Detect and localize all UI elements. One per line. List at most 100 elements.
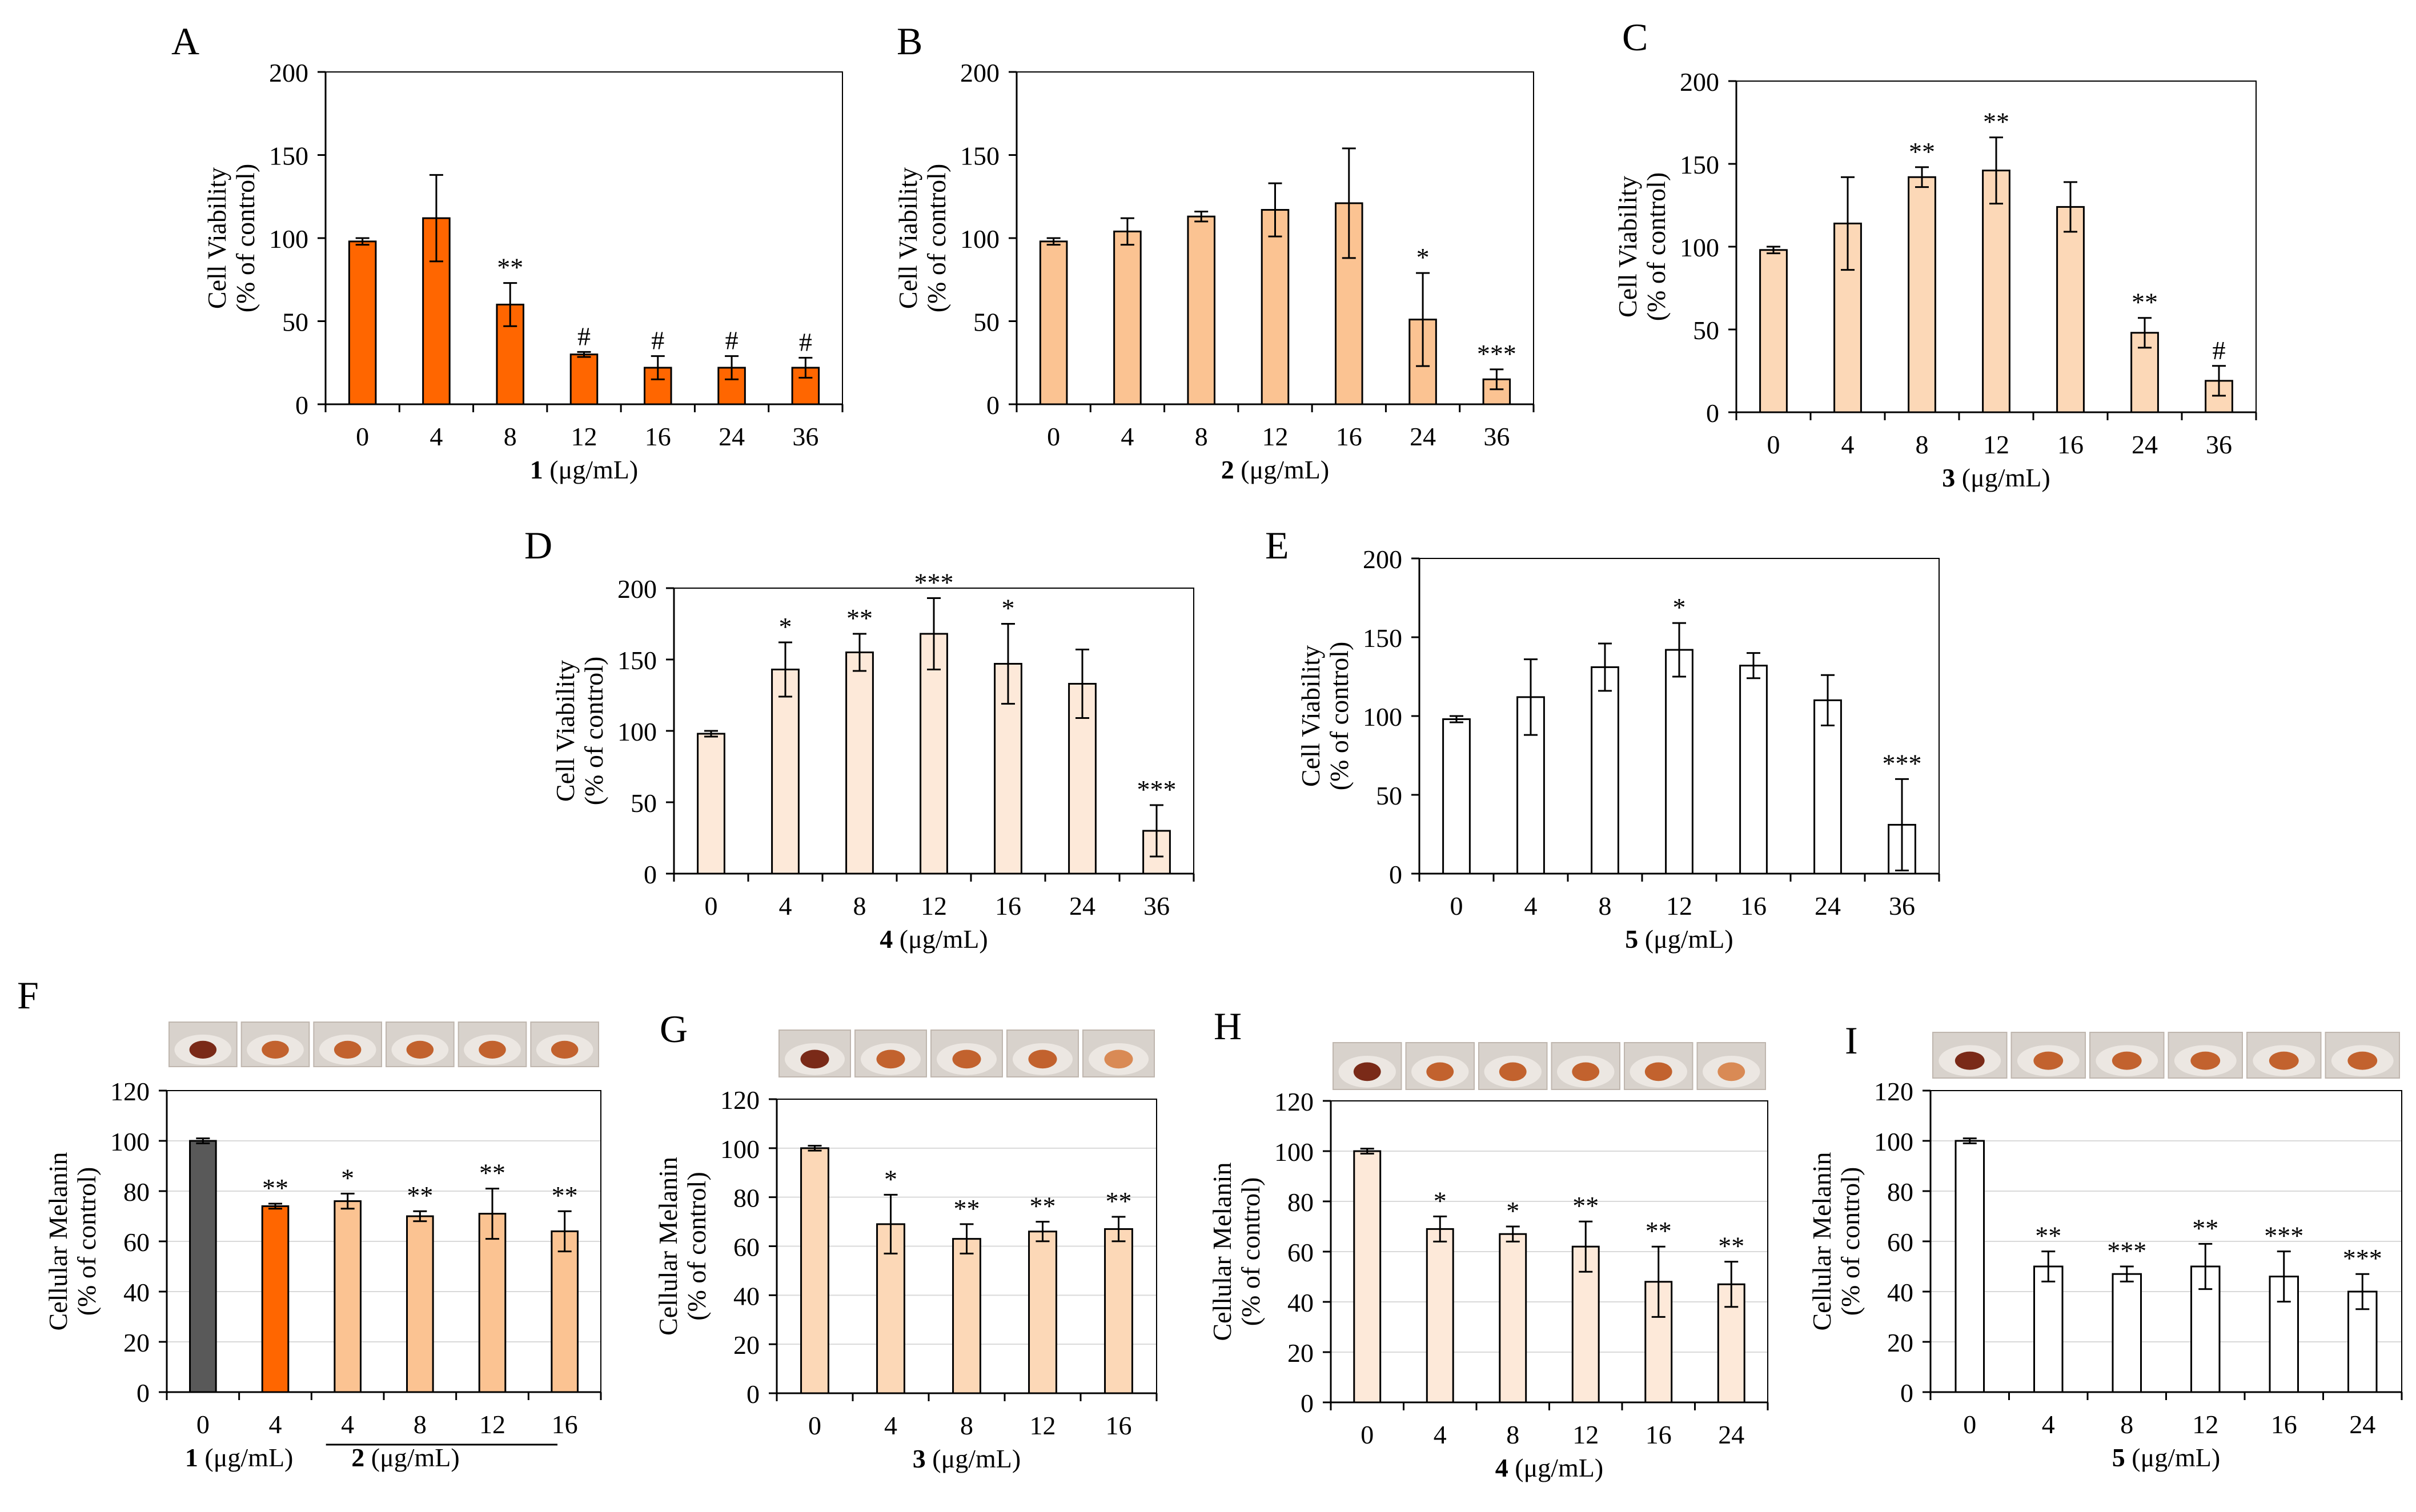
bar <box>1739 665 1768 875</box>
x-axis-label: 5 (μg/mL) <box>2112 1443 2220 1472</box>
y-tick-label: 20 <box>733 1330 760 1360</box>
y-axis-label: (% of control) <box>1642 172 1671 321</box>
y-tick-label: 200 <box>1680 67 1719 96</box>
panel-e: E 0 50 100 150 200 0 4 8 * 12 16 24 *** 36 5 (μg/mL) Cel… <box>1265 524 1940 954</box>
x-tick-label: 16 <box>1336 422 1362 451</box>
y-tick-label: 20 <box>1287 1338 1314 1368</box>
y-axis-label: (% of control) <box>231 164 260 313</box>
x-tick-label: 0 <box>196 1410 210 1439</box>
x-tick-label: 24 <box>2132 430 2158 459</box>
x-tick-label: 8 <box>1599 891 1612 920</box>
significance-label: ** <box>1572 1191 1599 1220</box>
panel-label: D <box>524 524 552 567</box>
melanin-pellet <box>2269 1051 2299 1070</box>
melanin-pellet <box>876 1049 905 1069</box>
x-tick-label: 12 <box>479 1410 505 1439</box>
bar <box>1426 1228 1454 1404</box>
panel-label: A <box>171 19 199 63</box>
melanin-pellet <box>2033 1051 2064 1070</box>
bar <box>551 1230 579 1393</box>
significance-label: * <box>1002 594 1015 623</box>
y-axis-label: Cellular Melanin <box>1207 1163 1237 1341</box>
x-tick-label: 0 <box>356 422 369 451</box>
bar <box>189 1140 217 1393</box>
y-axis-label: Cellular Melanin <box>43 1152 73 1331</box>
bar <box>1261 209 1290 405</box>
y-axis-label: (% of control) <box>1836 1167 1865 1316</box>
bar <box>1113 230 1142 405</box>
x-tick-label: 16 <box>995 891 1021 920</box>
y-tick-label: 60 <box>1887 1228 1913 1257</box>
y-tick-label: 60 <box>733 1233 760 1262</box>
x-tick-label: 0 <box>705 891 718 920</box>
y-tick-label: 40 <box>1887 1278 1913 1307</box>
significance-label: * <box>341 1163 354 1192</box>
significance-label: *** <box>1137 775 1177 804</box>
y-tick-label: 50 <box>973 308 1000 337</box>
y-tick-label: 100 <box>720 1135 760 1164</box>
y-axis-label: (% of control) <box>922 164 951 313</box>
bar <box>1955 1140 1985 1393</box>
melanin-pellet <box>189 1040 217 1059</box>
y-tick-label: 40 <box>123 1278 150 1307</box>
significance-label: *** <box>1883 749 1922 778</box>
melanin-pellet <box>1104 1049 1133 1069</box>
significance-label: ** <box>2132 288 2158 317</box>
significance-label: *** <box>914 568 954 597</box>
x-tick-label: 24 <box>1718 1420 1744 1449</box>
significance-label: # <box>577 321 591 351</box>
significance-label: ** <box>479 1159 505 1188</box>
x-tick-label: 0 <box>1450 891 1463 920</box>
y-tick-label: 60 <box>1287 1238 1314 1267</box>
y-tick-label: 80 <box>1287 1188 1314 1217</box>
melanin-pellet <box>1028 1049 1057 1069</box>
bar <box>334 1200 362 1393</box>
melanin-pellet <box>1572 1062 1600 1081</box>
melanin-pellet <box>1426 1062 1454 1081</box>
x-axis-label: 2 (μg/mL) <box>351 1443 459 1472</box>
melanin-pellet <box>800 1049 829 1069</box>
x-tick-label: 8 <box>1916 430 1929 459</box>
x-tick-label: 24 <box>1410 422 1436 451</box>
y-tick-label: 100 <box>1274 1137 1314 1167</box>
x-tick-label: 36 <box>1143 891 1170 920</box>
y-tick-label: 0 <box>137 1378 150 1408</box>
panel-label: G <box>660 1007 688 1051</box>
x-tick-label: 16 <box>552 1410 578 1439</box>
melanin-pellet <box>1353 1062 1381 1081</box>
bar <box>1982 170 2010 413</box>
panel-b: B 0 50 100 150 200 0 4 8 12 16 * 24 *** 36 2 (μg/mL) Cel… <box>893 19 1535 484</box>
y-tick-label: 100 <box>1680 233 1719 262</box>
significance-label: # <box>725 326 739 355</box>
x-tick-label: 36 <box>1889 891 1915 920</box>
x-tick-label: 36 <box>2206 430 2232 459</box>
bar <box>952 1238 981 1394</box>
bar <box>1759 249 1788 413</box>
bar <box>845 652 874 875</box>
significance-label: # <box>2213 336 2226 365</box>
significance-label: *** <box>2107 1236 2146 1265</box>
bar <box>569 353 599 405</box>
panel-i: I 0 20 40 60 80 100 120 0 ** 4 *** 8 ** 12 *** 16 *** 24 5 … <box>1807 1019 2403 1472</box>
significance-label: *** <box>1477 339 1516 368</box>
x-tick-label: 4 <box>430 422 443 451</box>
y-axis-label: (% of control) <box>72 1167 101 1316</box>
x-tick-label: 12 <box>1030 1411 1056 1440</box>
significance-label: ** <box>2192 1213 2218 1242</box>
significance-label: ** <box>1106 1187 1132 1216</box>
x-tick-label: 4 <box>2042 1410 2055 1439</box>
x-tick-label: 12 <box>1666 891 1692 920</box>
y-axis-label: (% of control) <box>579 657 608 806</box>
y-axis-label: Cellular Melanin <box>653 1157 683 1336</box>
panel-label: E <box>1265 524 1289 567</box>
y-tick-label: 60 <box>123 1228 150 1257</box>
y-axis-label: Cellular Melanin <box>1807 1152 1836 1331</box>
bar <box>261 1205 290 1393</box>
y-tick-label: 0 <box>986 391 1000 420</box>
y-tick-label: 0 <box>295 391 308 420</box>
y-tick-label: 0 <box>644 860 657 889</box>
y-tick-label: 200 <box>617 574 657 604</box>
x-axis-label: 2 (μg/mL) <box>1221 455 1329 484</box>
melanin-pellet <box>952 1049 981 1069</box>
y-axis-label: Cell Viability <box>202 167 231 309</box>
